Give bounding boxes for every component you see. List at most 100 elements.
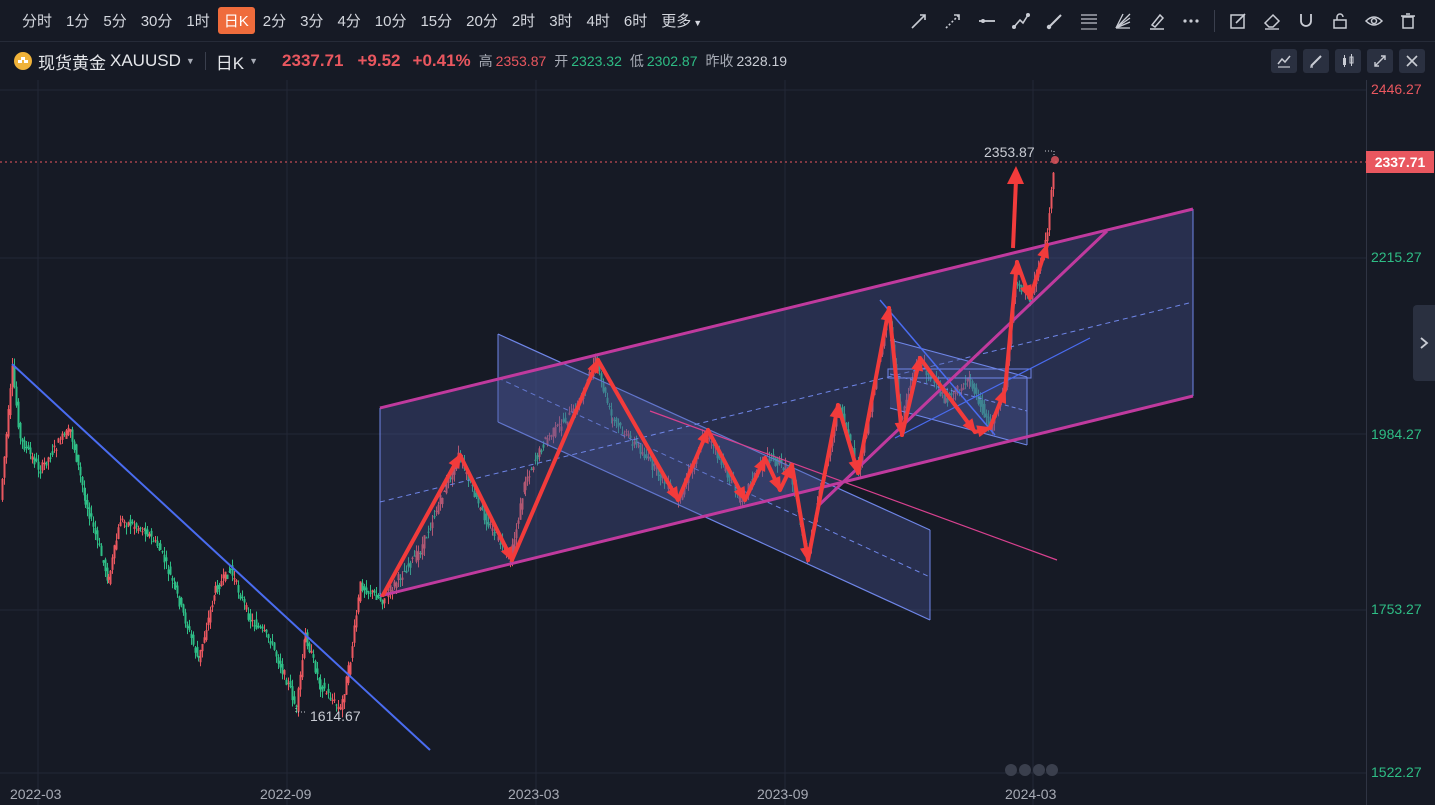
candle-body — [373, 590, 376, 594]
symbol-name[interactable]: 现货黄金 — [38, 53, 106, 73]
candle-body — [419, 552, 422, 554]
candle-body — [289, 680, 292, 688]
candle-body — [19, 422, 22, 439]
current-price-tag: 2337.71 — [1366, 151, 1434, 173]
candle-body — [509, 561, 512, 563]
wave-arrow-head — [976, 425, 992, 438]
candle-body — [273, 642, 276, 650]
candle-body — [741, 500, 744, 502]
candle-body — [337, 706, 340, 710]
candle-body — [339, 707, 342, 709]
symbol-code[interactable]: XAUUSD — [110, 51, 181, 70]
candle-body — [119, 522, 122, 527]
interval-daily[interactable]: 日K — [217, 7, 255, 34]
candle-body — [265, 629, 268, 633]
interval-1h[interactable]: 1时 — [186, 13, 210, 30]
interval-fenshi[interactable]: 分时 — [22, 13, 53, 30]
candle-body — [568, 412, 571, 415]
candle-body — [63, 433, 66, 435]
candle-body — [222, 574, 225, 579]
candle-body — [544, 436, 547, 440]
candle-body — [973, 383, 976, 394]
candle-body — [15, 386, 18, 406]
interval-10m[interactable]: 10分 — [374, 13, 407, 30]
indicator-icon[interactable] — [1271, 49, 1297, 73]
downtrend-line-2022 — [11, 363, 431, 751]
candle-body — [526, 476, 529, 482]
wave-arrow-head — [733, 486, 746, 502]
candle-body — [205, 630, 208, 640]
magnet-icon[interactable] — [1293, 8, 1319, 34]
price-axis[interactable]: 2446.27 2215.27 1984.27 1753.27 1522.27 — [1366, 80, 1435, 805]
low-label: 低 — [629, 53, 644, 69]
candle-body — [299, 674, 302, 690]
more-dots-icon[interactable] — [1178, 8, 1204, 34]
price-chart[interactable] — [0, 80, 1435, 805]
candle-body — [433, 515, 436, 518]
wave-arrow-segment — [596, 358, 680, 502]
interval-30m[interactable]: 30分 — [140, 13, 173, 30]
highlighter-icon[interactable] — [1144, 8, 1170, 34]
interval-4m[interactable]: 4分 — [337, 13, 361, 30]
candle-body — [560, 426, 563, 431]
wave-arrow-segment — [790, 463, 810, 562]
candle-body — [316, 668, 319, 675]
timeframe-dropdown-caret-icon[interactable]: ▼ — [249, 56, 259, 66]
candle-body — [343, 694, 346, 703]
candle-body — [602, 381, 605, 392]
candle-body — [925, 370, 928, 376]
fibonacci-icon[interactable] — [1076, 8, 1102, 34]
candle-body — [441, 498, 444, 505]
candle-style-icon[interactable] — [1335, 49, 1361, 73]
draw-pen-icon[interactable] — [1303, 49, 1329, 73]
interval-1m[interactable]: 1分 — [66, 13, 90, 30]
horizontal-line-icon[interactable] — [974, 8, 1000, 34]
toolbar-divider — [1214, 10, 1215, 32]
interval-5m[interactable]: 5分 — [103, 13, 127, 30]
candle-body — [413, 555, 416, 557]
candle-body — [651, 459, 654, 471]
lock-icon[interactable] — [1327, 8, 1353, 34]
eye-icon[interactable] — [1361, 8, 1387, 34]
interval-20m[interactable]: 20分 — [466, 13, 498, 30]
timeframe-label[interactable]: 日K — [215, 53, 245, 73]
interval-3m[interactable]: 3分 — [300, 13, 324, 30]
side-panel-toggle[interactable] — [1413, 305, 1435, 381]
interval-2h[interactable]: 2时 — [511, 13, 536, 30]
close-icon[interactable] — [1399, 49, 1425, 73]
candle-body — [499, 542, 502, 545]
candle-body — [530, 468, 533, 470]
wave-arrow-head — [769, 476, 781, 492]
fan-icon[interactable] — [1110, 8, 1136, 34]
candle-body — [558, 423, 561, 425]
candle-body — [768, 458, 771, 464]
candle-body — [371, 590, 374, 593]
candle-body — [489, 523, 492, 525]
ray-line-icon[interactable] — [940, 8, 966, 34]
candle-body — [726, 470, 729, 478]
interval-4h[interactable]: 4时 — [586, 13, 610, 30]
fullscreen-icon[interactable] — [1367, 49, 1393, 73]
polyline-icon[interactable] — [1008, 8, 1034, 34]
eraser-icon[interactable] — [1259, 8, 1285, 34]
more-intervals-dropdown[interactable]: 更多 ▼ — [655, 7, 708, 34]
brush-icon[interactable] — [1042, 8, 1068, 34]
candle-body — [556, 425, 559, 427]
candle-body — [79, 466, 82, 476]
candle-body — [237, 585, 240, 593]
candle-body — [481, 506, 484, 511]
candle-body — [174, 582, 177, 588]
symbol-dropdown-caret-icon[interactable]: ▼ — [185, 56, 195, 66]
interval-6h[interactable]: 6时 — [623, 13, 648, 30]
candle-body — [293, 696, 296, 704]
watermark-logo — [1003, 762, 1059, 783]
candle-body — [226, 574, 229, 579]
candle-body — [127, 522, 130, 526]
trash-icon[interactable] — [1395, 8, 1421, 34]
interval-3h[interactable]: 3时 — [549, 13, 573, 30]
interval-15m[interactable]: 15分 — [420, 13, 453, 30]
candle-body — [977, 396, 980, 404]
edit-note-icon[interactable] — [1225, 8, 1251, 34]
trend-line-icon[interactable] — [906, 8, 932, 34]
interval-2m[interactable]: 2分 — [262, 13, 287, 30]
